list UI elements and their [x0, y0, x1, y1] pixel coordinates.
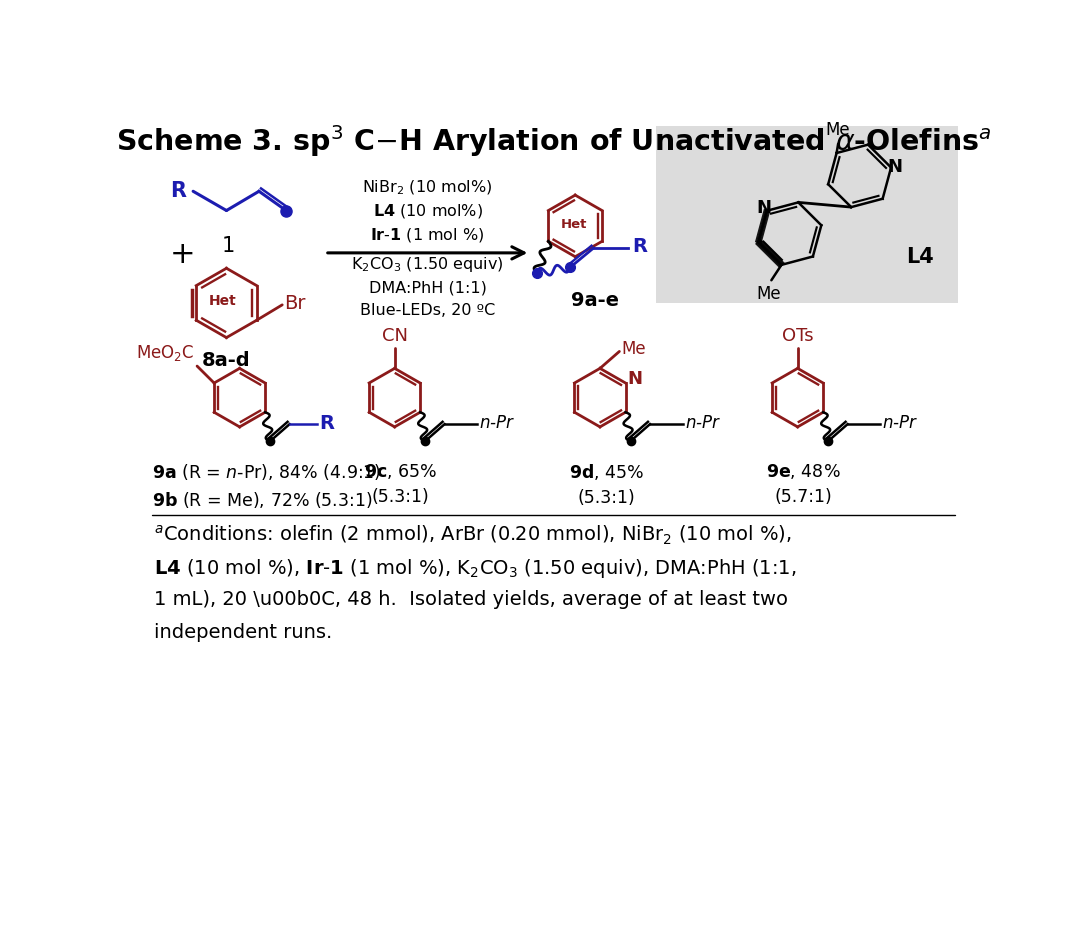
Text: 1: 1	[221, 236, 234, 256]
Text: $n$-Pr: $n$-Pr	[480, 414, 516, 432]
FancyBboxPatch shape	[656, 126, 958, 303]
Text: R: R	[319, 414, 334, 433]
Text: $n$-Pr: $n$-Pr	[882, 414, 919, 432]
Text: NiBr$_2$ (10 mol%): NiBr$_2$ (10 mol%)	[363, 178, 492, 197]
Text: Blue-LEDs, 20 ºC: Blue-LEDs, 20 ºC	[360, 303, 496, 318]
Text: $n$-Pr: $n$-Pr	[685, 414, 721, 432]
Text: $\mathbf{9c}$, 65%
(5.3:1): $\mathbf{9c}$, 65% (5.3:1)	[364, 463, 437, 507]
Text: K$_2$CO$_3$ (1.50 equiv): K$_2$CO$_3$ (1.50 equiv)	[351, 255, 504, 274]
Text: N: N	[627, 370, 643, 388]
Text: L4: L4	[906, 246, 934, 267]
Text: Me: Me	[622, 341, 646, 358]
Text: R: R	[632, 237, 647, 256]
Text: $\mathbf{9d}$, 45%
(5.3:1): $\mathbf{9d}$, 45% (5.3:1)	[568, 463, 644, 508]
Text: Het: Het	[208, 295, 237, 309]
Text: $\mathbf{9a}$ (R = $n$-Pr), 84% (4.9:1)
$\mathbf{9b}$ (R = Me), 72% (5.3:1): $\mathbf{9a}$ (R = $n$-Pr), 84% (4.9:1) …	[152, 463, 381, 510]
Text: $^a$Conditions: olefin (2 mmol), ArBr (0.20 mmol), NiBr$_2$ (10 mol %),: $^a$Conditions: olefin (2 mmol), ArBr (0…	[154, 524, 792, 548]
Text: $\mathbf{9e}$, 48%
(5.7:1): $\mathbf{9e}$, 48% (5.7:1)	[767, 463, 841, 507]
Text: N: N	[888, 159, 903, 176]
Text: Me: Me	[826, 121, 850, 139]
Text: Het: Het	[561, 218, 586, 230]
Text: Me: Me	[757, 285, 781, 303]
Text: Br: Br	[284, 294, 306, 313]
Text: MeO$_2$C: MeO$_2$C	[136, 343, 194, 363]
Text: DMA:PhH (1:1): DMA:PhH (1:1)	[368, 280, 486, 295]
Text: N: N	[756, 199, 771, 216]
Text: OTs: OTs	[782, 327, 813, 345]
Text: +: +	[171, 240, 195, 269]
Text: 9a-e: 9a-e	[570, 291, 619, 311]
Text: CN: CN	[381, 327, 407, 345]
Text: $\mathbf{Ir}$-$\mathbf{1}$ (1 mol %): $\mathbf{Ir}$-$\mathbf{1}$ (1 mol %)	[370, 226, 485, 244]
Text: Scheme 3. sp$^3$ C$-$H Arylation of Unactivated $\alpha$-Olefins$^a$: Scheme 3. sp$^3$ C$-$H Arylation of Unac…	[116, 123, 991, 160]
Text: $\mathbf{L4}$ (10 mol %), $\mathbf{Ir}$-$\mathbf{1}$ (1 mol %), K$_2$CO$_3$ (1.5: $\mathbf{L4}$ (10 mol %), $\mathbf{Ir}$-…	[154, 557, 797, 580]
Text: 1 mL), 20 \u00b0C, 48 h.  Isolated yields, average of at least two: 1 mL), 20 \u00b0C, 48 h. Isolated yields…	[154, 591, 788, 609]
Text: 8a-d: 8a-d	[202, 352, 251, 370]
Text: R: R	[170, 181, 186, 202]
Text: independent runs.: independent runs.	[154, 623, 333, 642]
Text: $\mathbf{L4}$ (10 mol%): $\mathbf{L4}$ (10 mol%)	[373, 202, 483, 220]
